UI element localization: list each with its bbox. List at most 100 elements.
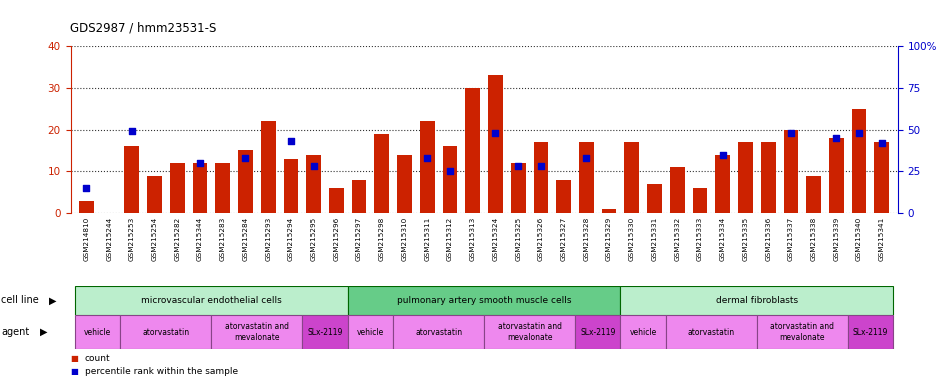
Text: GSM215298: GSM215298 — [379, 217, 384, 261]
Bar — [238, 151, 253, 213]
Point — [852, 130, 867, 136]
Text: atorvastatin and
mevalonate: atorvastatin and mevalonate — [770, 323, 835, 342]
Bar — [75, 286, 348, 315]
Text: atorvastatin and
mevalonate: atorvastatin and mevalonate — [497, 323, 561, 342]
Text: GSM215312: GSM215312 — [447, 217, 453, 261]
Text: GSM215294: GSM215294 — [288, 217, 294, 261]
Bar — [647, 184, 662, 213]
Text: GSM215338: GSM215338 — [810, 217, 817, 261]
Bar — [666, 315, 757, 349]
Text: SLx-2119: SLx-2119 — [853, 328, 888, 337]
Text: atorvastatin: atorvastatin — [415, 328, 462, 337]
Text: GSM215310: GSM215310 — [401, 217, 408, 261]
Text: atorvastatin: atorvastatin — [142, 328, 190, 337]
Point — [124, 128, 139, 134]
Point — [783, 130, 798, 136]
Text: vehicle: vehicle — [357, 328, 384, 337]
Bar — [443, 146, 458, 213]
Bar — [579, 142, 594, 213]
Bar — [465, 88, 480, 213]
Text: GSM215328: GSM215328 — [584, 217, 589, 261]
Text: GSM215296: GSM215296 — [334, 217, 339, 261]
Bar — [348, 286, 620, 315]
Text: ▶: ▶ — [39, 327, 47, 337]
Text: vehicle: vehicle — [630, 328, 657, 337]
Bar — [757, 315, 848, 349]
Text: GSM215333: GSM215333 — [697, 217, 703, 261]
Text: GSM215313: GSM215313 — [470, 217, 476, 261]
Bar — [760, 142, 776, 213]
Bar — [715, 155, 730, 213]
Bar — [75, 315, 120, 349]
Point — [510, 163, 525, 169]
Text: SLx-2119: SLx-2119 — [307, 328, 343, 337]
Bar — [510, 163, 525, 213]
Text: GSM215326: GSM215326 — [538, 217, 544, 261]
Bar — [784, 129, 798, 213]
Text: GSM215254: GSM215254 — [151, 217, 158, 261]
Bar — [620, 315, 666, 349]
Bar — [534, 142, 548, 213]
Text: SLx-2119: SLx-2119 — [580, 328, 616, 337]
Text: GSM215283: GSM215283 — [220, 217, 226, 261]
Text: GSM215329: GSM215329 — [606, 217, 612, 261]
Bar — [120, 315, 212, 349]
Bar — [670, 167, 684, 213]
Bar — [807, 175, 821, 213]
Bar — [829, 138, 844, 213]
Text: GSM215244: GSM215244 — [106, 217, 112, 261]
Point — [306, 163, 321, 169]
Bar — [620, 286, 893, 315]
Bar — [170, 163, 184, 213]
Bar — [352, 180, 367, 213]
Text: dermal fibroblasts: dermal fibroblasts — [715, 296, 798, 305]
Bar — [215, 163, 230, 213]
Bar — [193, 163, 208, 213]
Bar — [420, 121, 434, 213]
Text: GSM215293: GSM215293 — [265, 217, 272, 261]
Text: cell line: cell line — [1, 295, 39, 306]
Text: GSM215335: GSM215335 — [743, 217, 748, 261]
Bar — [693, 188, 708, 213]
Bar — [306, 155, 321, 213]
Text: GSM215282: GSM215282 — [174, 217, 180, 261]
Text: GSM215311: GSM215311 — [424, 217, 431, 261]
Point — [874, 140, 889, 146]
Bar — [398, 155, 412, 213]
Bar — [303, 315, 348, 349]
Text: ■: ■ — [70, 367, 78, 376]
Bar — [575, 315, 620, 349]
Text: vehicle: vehicle — [85, 328, 112, 337]
Text: GSM215327: GSM215327 — [560, 217, 567, 261]
Point — [579, 155, 594, 161]
Text: ▶: ▶ — [49, 295, 56, 306]
Bar — [624, 142, 639, 213]
Bar — [852, 109, 867, 213]
Text: GSM214810: GSM214810 — [84, 217, 89, 261]
Bar — [738, 142, 753, 213]
Point — [284, 138, 299, 144]
Bar — [602, 209, 617, 213]
Point — [443, 168, 458, 174]
Bar — [488, 75, 503, 213]
Bar — [260, 121, 275, 213]
Text: GSM215284: GSM215284 — [243, 217, 248, 261]
Bar — [484, 315, 575, 349]
Text: pulmonary artery smooth muscle cells: pulmonary artery smooth muscle cells — [397, 296, 572, 305]
Bar — [79, 200, 94, 213]
Text: atorvastatin and
mevalonate: atorvastatin and mevalonate — [225, 323, 289, 342]
Text: GDS2987 / hmm23531-S: GDS2987 / hmm23531-S — [70, 22, 217, 35]
Text: GSM215331: GSM215331 — [651, 217, 658, 261]
Text: GSM215336: GSM215336 — [765, 217, 771, 261]
Text: GSM215325: GSM215325 — [515, 217, 521, 261]
Bar — [124, 146, 139, 213]
Bar — [848, 315, 893, 349]
Bar — [374, 134, 389, 213]
Text: atorvastatin: atorvastatin — [688, 328, 735, 337]
Bar — [329, 188, 344, 213]
Point — [715, 152, 730, 158]
Text: GSM215337: GSM215337 — [788, 217, 794, 261]
Point — [533, 163, 548, 169]
Text: ■: ■ — [70, 354, 78, 362]
Text: GSM215324: GSM215324 — [493, 217, 498, 261]
